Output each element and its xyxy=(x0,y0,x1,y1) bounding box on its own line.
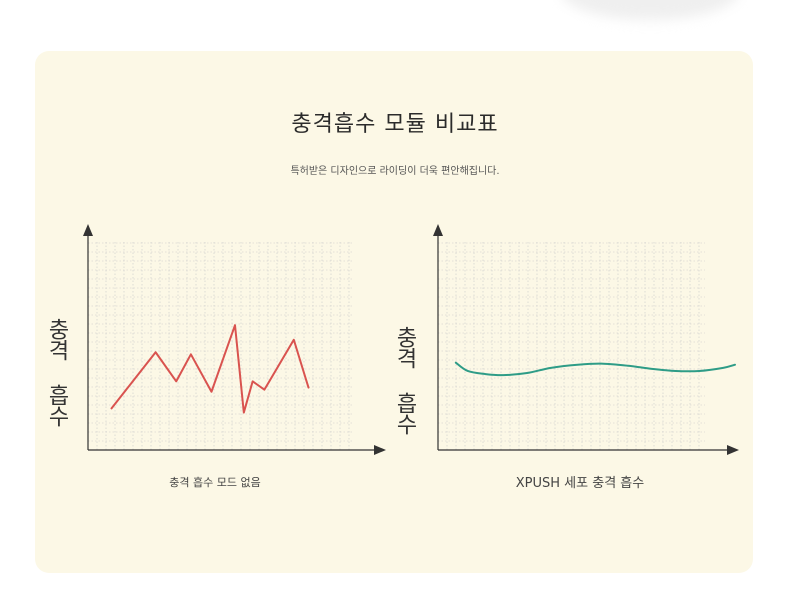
series-line-0 xyxy=(110,324,310,414)
x-axis-arrow xyxy=(727,445,739,455)
x-axis-arrow xyxy=(374,445,386,455)
left-chart-xlabel: 충격 흡수 모드 없음 xyxy=(169,476,261,489)
page-title: 충격흡수 모듈 비교표 xyxy=(291,112,499,137)
comparison-card xyxy=(35,51,753,573)
series-line-0 xyxy=(454,361,736,377)
left-chart-ylabel: 충격 흡수 xyxy=(44,318,69,426)
y-axis-arrow xyxy=(83,224,93,236)
corner-decoration xyxy=(560,0,740,20)
right-chart-ylabel: 충격 흡수 xyxy=(392,326,417,434)
chart-left-no-absorption xyxy=(83,224,386,455)
page-subtitle: 특허받은 디자인으로 라이딩이 더욱 편안해집니다. xyxy=(290,166,500,177)
y-axis-arrow xyxy=(433,224,443,236)
chart-right-xpush-absorption xyxy=(433,224,739,455)
right-chart-xlabel: XPUSH 세포 충격 흡수 xyxy=(515,476,645,491)
